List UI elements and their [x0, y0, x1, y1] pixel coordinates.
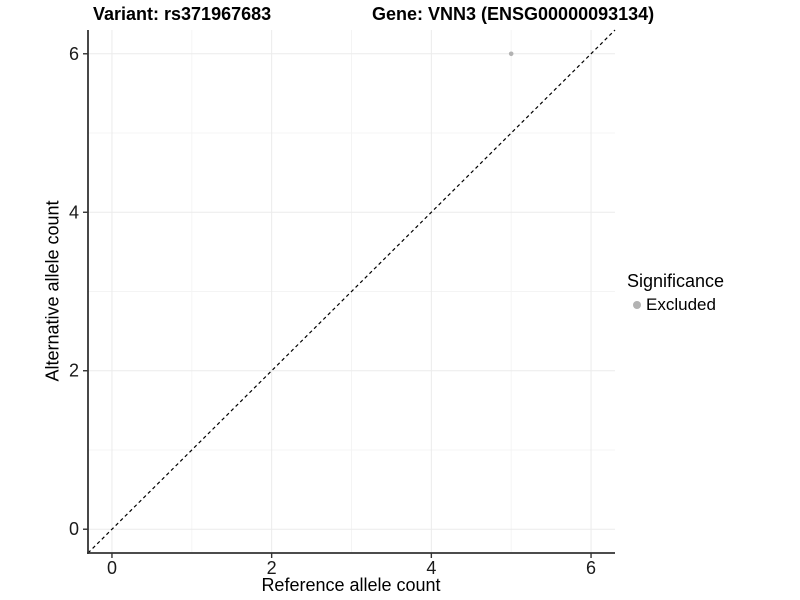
- x-tick-label: 4: [426, 558, 436, 578]
- x-axis-title: Reference allele count: [261, 575, 441, 595]
- x-tick-label: 2: [267, 558, 277, 578]
- y-tick-label: 2: [69, 361, 79, 381]
- data-point: [508, 51, 514, 57]
- legend-title: Significance: [627, 271, 725, 291]
- y-tick-label: 6: [69, 44, 79, 64]
- y-tick-label: 4: [69, 202, 79, 222]
- plot-title-variant: Variant: rs371967683: [93, 4, 272, 24]
- x-tick-label: 6: [586, 558, 596, 578]
- x-tick-label: 0: [107, 558, 117, 578]
- y-axis-title: Alternative allele count: [42, 200, 63, 382]
- plot-title-gene: Gene: VNN3 (ENSG00000093134): [372, 4, 655, 24]
- legend-point-icon: [633, 301, 641, 309]
- legend: Significance Excluded: [627, 271, 724, 315]
- legend-item-label: Excluded: [646, 295, 716, 314]
- y-tick-label: 0: [69, 519, 79, 539]
- legend-item-excluded: Excluded: [627, 295, 724, 315]
- identity-line: [87, 29, 616, 554]
